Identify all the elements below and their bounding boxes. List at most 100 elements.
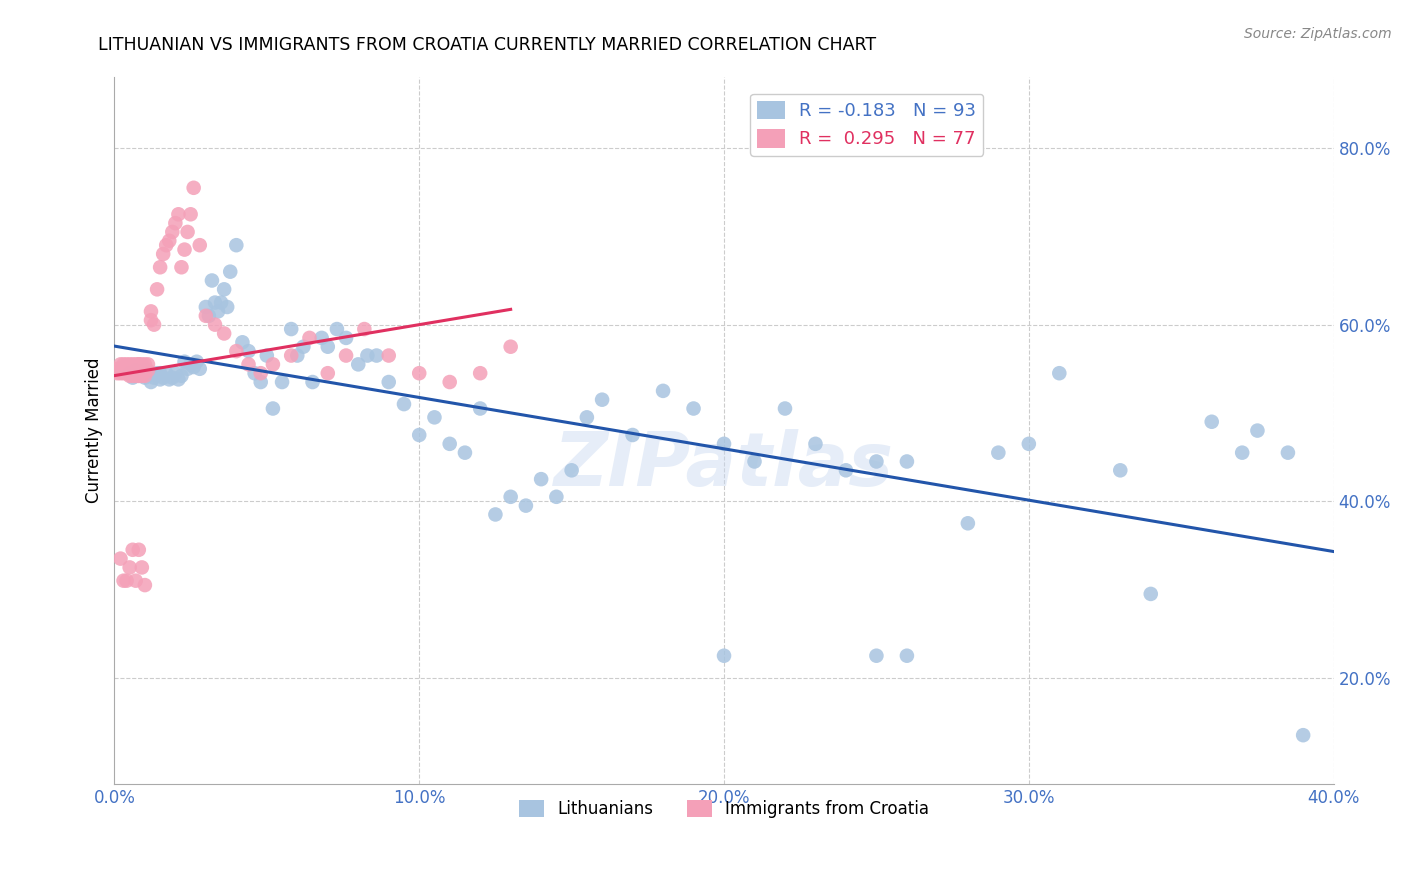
Point: [118, 560, 141, 574]
Point: [326, 322, 349, 336]
Point: [134, 578, 156, 592]
Point: [134, 368, 156, 383]
Point: [125, 357, 148, 371]
Point: [198, 309, 221, 323]
Point: [713, 437, 735, 451]
Point: [149, 372, 172, 386]
Point: [1047, 366, 1070, 380]
Point: [107, 366, 129, 380]
Point: [131, 357, 153, 371]
Point: [377, 375, 399, 389]
Point: [128, 542, 150, 557]
Point: [110, 366, 132, 380]
Point: [128, 363, 150, 377]
Point: [131, 363, 153, 377]
Point: [155, 366, 177, 380]
Point: [128, 357, 150, 371]
Point: [243, 366, 266, 380]
Point: [112, 366, 135, 380]
Point: [155, 238, 177, 252]
Point: [128, 357, 150, 371]
Point: [165, 366, 187, 380]
Point: [1139, 587, 1161, 601]
Y-axis label: Currently Married: Currently Married: [86, 358, 103, 503]
Point: [143, 318, 166, 332]
Point: [194, 309, 217, 323]
Point: [470, 401, 492, 416]
Point: [484, 508, 506, 522]
Point: [170, 260, 193, 275]
Point: [515, 499, 537, 513]
Point: [167, 372, 190, 386]
Point: [298, 331, 321, 345]
Point: [217, 300, 239, 314]
Legend: Lithuanians, Immigrants from Croatia: Lithuanians, Immigrants from Croatia: [512, 793, 935, 825]
Point: [110, 357, 132, 371]
Point: [146, 366, 169, 380]
Point: [176, 225, 198, 239]
Point: [621, 428, 644, 442]
Point: [134, 363, 156, 377]
Point: [865, 454, 887, 468]
Point: [162, 225, 184, 239]
Point: [1277, 445, 1299, 459]
Point: [1292, 728, 1315, 742]
Point: [188, 361, 211, 376]
Point: [470, 366, 492, 380]
Point: [121, 368, 143, 383]
Point: [546, 490, 568, 504]
Point: [121, 363, 143, 377]
Point: [212, 282, 235, 296]
Point: [115, 363, 138, 377]
Point: [1230, 445, 1253, 459]
Point: [713, 648, 735, 663]
Point: [439, 437, 461, 451]
Point: [1201, 415, 1223, 429]
Point: [1018, 437, 1040, 451]
Point: [575, 410, 598, 425]
Point: [499, 490, 522, 504]
Point: [204, 318, 226, 332]
Point: [118, 357, 141, 371]
Point: [170, 368, 193, 383]
Point: [136, 363, 159, 377]
Point: [249, 366, 271, 380]
Point: [131, 366, 153, 380]
Point: [162, 370, 184, 384]
Point: [256, 349, 278, 363]
Point: [136, 368, 159, 383]
Point: [134, 370, 156, 384]
Text: LITHUANIAN VS IMMIGRANTS FROM CROATIA CURRENTLY MARRIED CORRELATION CHART: LITHUANIAN VS IMMIGRANTS FROM CROATIA CU…: [98, 36, 876, 54]
Point: [121, 357, 143, 371]
Point: [180, 357, 202, 371]
Point: [134, 357, 156, 371]
Point: [131, 363, 153, 377]
Point: [280, 349, 302, 363]
Point: [1246, 424, 1268, 438]
Point: [225, 344, 247, 359]
Point: [209, 295, 232, 310]
Point: [238, 357, 260, 371]
Point: [115, 357, 138, 371]
Point: [176, 361, 198, 376]
Point: [136, 357, 159, 371]
Point: [744, 454, 766, 468]
Point: [262, 357, 284, 371]
Point: [194, 300, 217, 314]
Point: [292, 340, 315, 354]
Point: [835, 463, 858, 477]
Point: [173, 355, 195, 369]
Point: [134, 363, 156, 377]
Point: [118, 366, 141, 380]
Point: [201, 273, 224, 287]
Point: [188, 238, 211, 252]
Point: [262, 401, 284, 416]
Point: [499, 340, 522, 354]
Point: [118, 363, 141, 377]
Point: [183, 359, 205, 374]
Point: [316, 340, 339, 354]
Point: [121, 542, 143, 557]
Point: [183, 181, 205, 195]
Point: [152, 247, 174, 261]
Point: [157, 372, 180, 386]
